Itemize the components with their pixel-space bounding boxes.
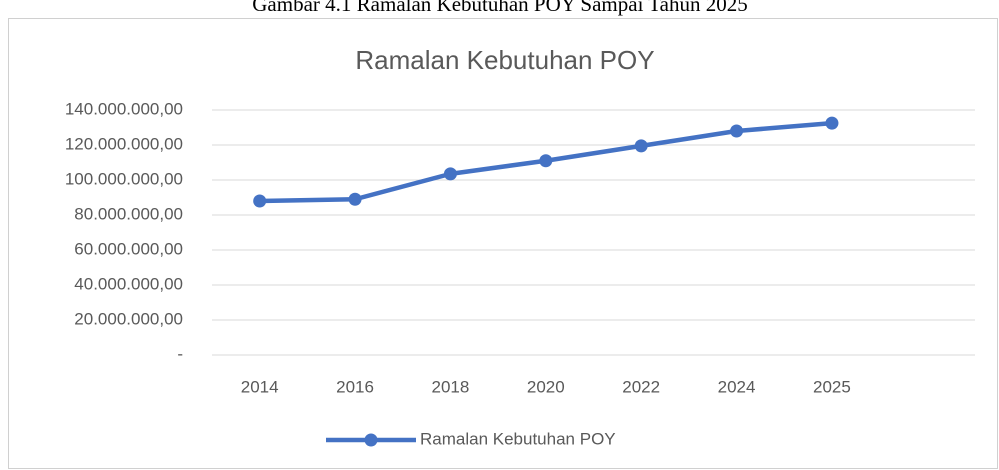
x-tick-label: 2025: [813, 377, 851, 396]
point: [253, 194, 267, 208]
legend-marker: [364, 433, 378, 447]
legend-label: Ramalan Kebutuhan POY: [420, 429, 616, 448]
y-tick-label: 100.000.000,00: [65, 169, 183, 188]
point: [348, 192, 362, 206]
point: [539, 154, 553, 168]
x-tick-label: 2018: [432, 377, 470, 396]
y-tick-label: 140.000.000,00: [65, 99, 183, 118]
point: [634, 139, 648, 153]
y-tick-label: 40.000.000,00: [74, 274, 183, 293]
x-tick-label: 2016: [336, 377, 374, 396]
point: [825, 116, 839, 130]
chart-border: [8, 18, 998, 469]
y-tick-label: 120.000.000,00: [65, 134, 183, 153]
caption: Gambar 4.1 Ramalan Kebutuhan POY Sampai …: [252, 0, 747, 16]
y-tick-label: 80.000.000,00: [74, 204, 183, 223]
point: [730, 124, 744, 138]
x-tick-label: 2014: [241, 377, 279, 396]
x-tick-label: 2022: [622, 377, 660, 396]
x-tick-label: 2020: [527, 377, 565, 396]
point: [443, 167, 457, 181]
y-tick-label: -: [177, 344, 183, 363]
x-tick-label: 2024: [718, 377, 756, 396]
chart-title: Ramalan Kebutuhan POY: [355, 45, 654, 75]
y-tick-label: 20.000.000,00: [74, 309, 183, 328]
y-tick-label: 60.000.000,00: [74, 239, 183, 258]
